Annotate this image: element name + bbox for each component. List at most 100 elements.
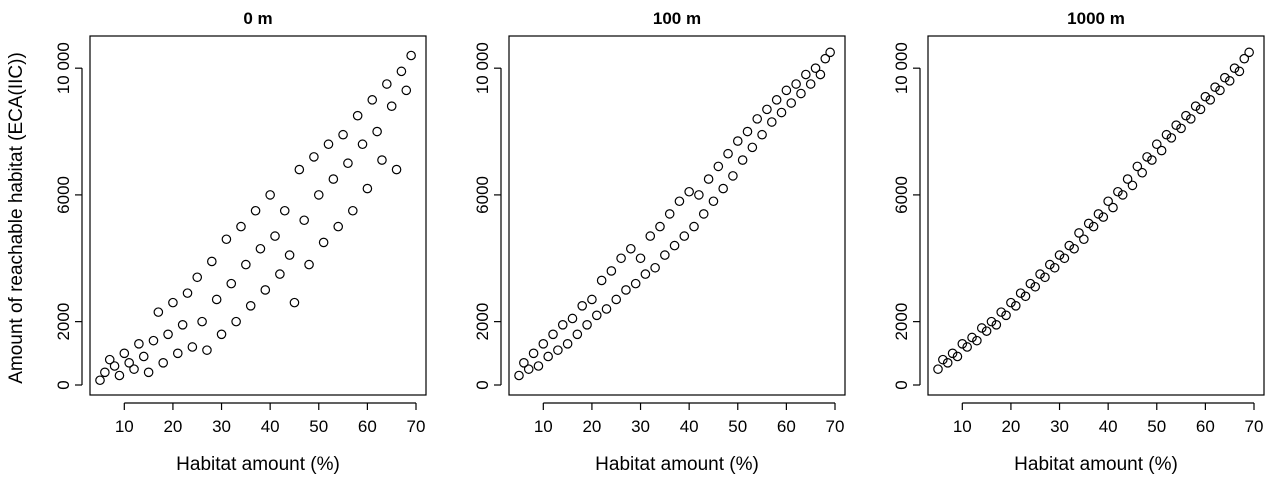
scatter-point [401, 85, 412, 96]
scatter-point [1156, 145, 1167, 156]
scatter-point [197, 316, 207, 327]
scatter-point [538, 339, 549, 349]
scatter-point [1142, 152, 1152, 162]
x-tick-label: 20 [1001, 417, 1020, 436]
scatter-point [241, 259, 251, 270]
panel-2: 100 m 10 20 30 40 50 60 70 Habitat amount (%) 0 20… [473, 9, 846, 475]
x-axis: 10 20 30 40 50 60 70 [115, 402, 425, 436]
scatter-point [1103, 196, 1113, 207]
x-tick-label: 20 [163, 417, 182, 436]
scatter-point [187, 342, 198, 352]
scatter-point [596, 275, 607, 286]
scatter-point [1244, 47, 1254, 58]
scatter-point [245, 300, 256, 311]
scatter-point [1040, 272, 1050, 283]
scatter-point [543, 351, 553, 362]
scatter-point [143, 367, 154, 378]
scatter-point [236, 221, 246, 232]
scatter-point [1190, 101, 1201, 111]
scatter-point [776, 107, 787, 118]
scatter-point [742, 126, 753, 137]
scatter-point [718, 183, 728, 194]
y-tick-label: 0 [54, 380, 73, 389]
scatter-point [815, 69, 826, 80]
scatter-point [1210, 82, 1220, 92]
plot-frame [89, 35, 427, 396]
scatter-point [805, 79, 816, 89]
scatter-point [781, 85, 792, 96]
scatter-point [270, 231, 280, 241]
scatter-point [771, 95, 782, 105]
scatter-point [557, 320, 568, 330]
scatter-point [1161, 129, 1172, 140]
scatter-point [1020, 291, 1031, 302]
y-tick-label: 2000 [473, 303, 492, 341]
scatter-point [318, 237, 329, 248]
scatter-point [1049, 262, 1060, 273]
scatter-point [562, 339, 573, 349]
scatter-point [129, 364, 139, 374]
scatter-point [1117, 190, 1128, 200]
scatter-point [616, 253, 626, 264]
scatter-point [1132, 161, 1143, 172]
scatter-point [786, 98, 797, 108]
scatter-point [134, 339, 144, 349]
scatter-point [572, 329, 583, 340]
x-tick-label: 50 [1147, 417, 1166, 436]
y-tick-label: 10 000 [473, 42, 492, 94]
scatter-point [1054, 250, 1065, 260]
scatter-point [352, 110, 363, 121]
panel-title: 1000 m [1067, 9, 1125, 28]
scatter-point [1064, 240, 1075, 251]
scatter-point [698, 209, 709, 219]
scatter-point [357, 139, 368, 150]
x-axis-label: Habitat amount (%) [176, 454, 340, 475]
scatter-point [265, 190, 275, 200]
scatter-point [1079, 234, 1089, 245]
x-tick-label: 30 [212, 417, 231, 436]
x-tick-label: 30 [631, 417, 650, 436]
scatter-point [967, 332, 977, 343]
x-tick-label: 40 [1099, 417, 1118, 436]
scatter-point [338, 129, 348, 140]
scatter-point [104, 354, 115, 365]
scatter-point [737, 155, 748, 165]
y-axis: 0 2000 6000 10 000 [473, 42, 502, 390]
scatter-point [679, 231, 690, 241]
shared-y-axis-label: Amount of reachable habitat (ECA(IIC)) [6, 52, 27, 384]
scatter-point [1224, 76, 1235, 86]
scatter-point [669, 240, 680, 251]
y-axis: 0 2000 6000 10 000 [54, 42, 83, 390]
scatter-point [1025, 278, 1036, 289]
scatter-point [333, 221, 344, 232]
x-tick-label: 60 [358, 417, 377, 436]
scatter-point [528, 348, 539, 359]
scatter-point [362, 183, 373, 194]
scatter-point [1035, 269, 1045, 279]
scatter-point [1006, 297, 1016, 308]
scatter-point [591, 310, 602, 321]
scatter-point [601, 304, 612, 314]
scatter-point [289, 297, 300, 308]
panel-1: 0 m 10 20 30 40 50 60 70 Habitat amount (%) 0 2000… [54, 9, 427, 475]
scatter-point [138, 351, 149, 362]
scatter-point [207, 256, 217, 267]
scatter-point [1195, 104, 1206, 115]
y-tick-label: 2000 [892, 303, 911, 341]
scatter-point [294, 164, 305, 175]
x-axis-label: Habitat amount (%) [1014, 454, 1178, 475]
scatter-point [124, 358, 134, 368]
x-tick-label: 40 [261, 417, 280, 436]
scatter-point [1137, 167, 1147, 178]
scatter-point [1220, 72, 1230, 83]
x-tick-label: 10 [534, 417, 553, 436]
scatter-point [309, 152, 319, 162]
scatter-point [825, 47, 835, 58]
x-tick-label: 50 [309, 417, 328, 436]
scatter-point [382, 79, 392, 89]
scatter-point [766, 117, 777, 127]
scatter-point [158, 358, 168, 368]
scatter-point [650, 262, 660, 273]
scatter-point [1171, 120, 1182, 131]
